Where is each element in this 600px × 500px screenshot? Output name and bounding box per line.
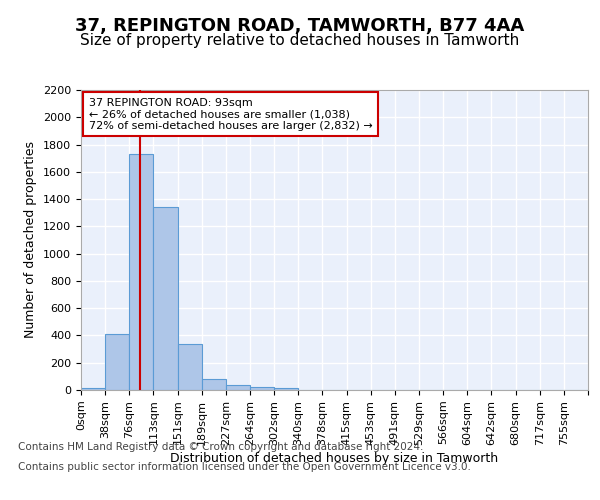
Text: Size of property relative to detached houses in Tamworth: Size of property relative to detached ho… [80, 32, 520, 48]
Bar [226, 385, 250, 390]
Bar [81, 388, 105, 390]
Bar [129, 154, 154, 390]
Bar [274, 388, 298, 390]
Y-axis label: Number of detached properties: Number of detached properties [25, 142, 37, 338]
Text: Contains public sector information licensed under the Open Government Licence v3: Contains public sector information licen… [18, 462, 471, 472]
Bar [250, 388, 274, 390]
Bar [154, 208, 178, 390]
Text: 37 REPINGTON ROAD: 93sqm
← 26% of detached houses are smaller (1,038)
72% of sem: 37 REPINGTON ROAD: 93sqm ← 26% of detach… [89, 98, 373, 130]
X-axis label: Distribution of detached houses by size in Tamworth: Distribution of detached houses by size … [170, 452, 499, 465]
Text: Contains HM Land Registry data © Crown copyright and database right 2024.: Contains HM Land Registry data © Crown c… [18, 442, 424, 452]
Bar [105, 334, 129, 390]
Bar [202, 379, 226, 390]
Text: 37, REPINGTON ROAD, TAMWORTH, B77 4AA: 37, REPINGTON ROAD, TAMWORTH, B77 4AA [76, 18, 524, 36]
Bar [178, 344, 202, 390]
